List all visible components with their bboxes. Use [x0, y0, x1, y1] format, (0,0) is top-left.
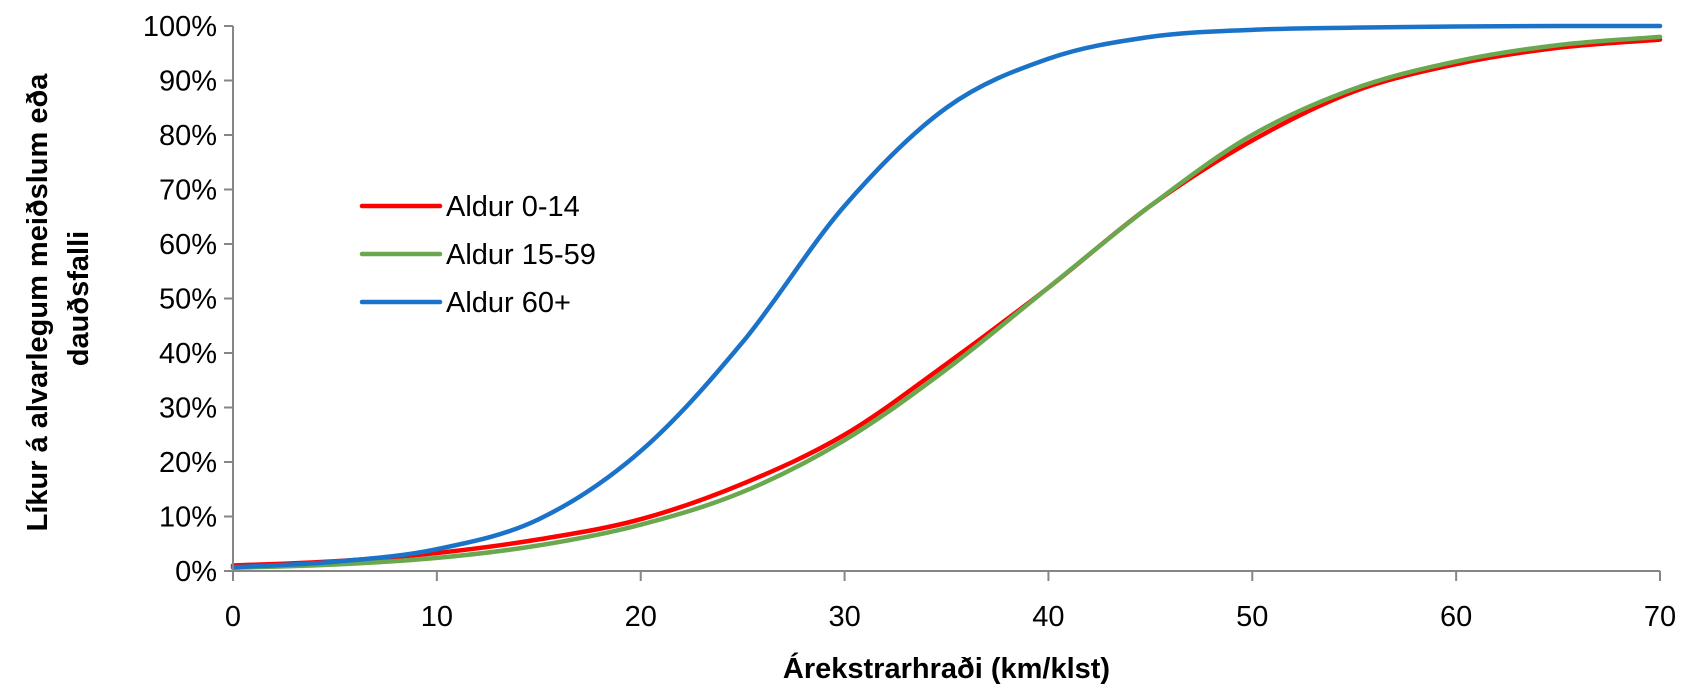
y-tick-label: 70% [159, 175, 217, 207]
y-axis-title-line-2: dauðsfalli [63, 231, 95, 366]
y-axis-title: Líkur á alvarlegum meiðslum eða dauðsfal… [22, 66, 95, 532]
x-tick-label: 20 [625, 601, 657, 633]
y-tick-label: 20% [159, 447, 217, 479]
x-tick-label: 0 [225, 601, 241, 633]
legend-label-3: Aldur 60+ [446, 287, 571, 319]
y-tick-label: 50% [159, 284, 217, 316]
x-tick-label: 30 [828, 601, 860, 633]
y-axis-title-line-1: Líkur á alvarlegum meiðslum eða [22, 73, 54, 532]
y-ticks: 0% 10% 20% 30% 40% 50% 60% 70% 80% 90% 100% [143, 11, 233, 588]
x-axis-title: Árekstrarhraði (km/klst) [783, 651, 1110, 685]
y-tick-label: 100% [143, 11, 217, 43]
x-tick-label: 40 [1032, 601, 1064, 633]
y-tick-label: 90% [159, 66, 217, 98]
legend-label-1: Aldur 0-14 [446, 191, 580, 223]
x-tick-label: 60 [1440, 601, 1472, 633]
y-tick-label: 30% [159, 393, 217, 425]
series-line-1 [230, 37, 1663, 568]
x-tick-label: 10 [421, 601, 453, 633]
y-tick-label: 60% [159, 229, 217, 261]
legend-label-2: Aldur 15-59 [446, 239, 596, 271]
x-tick-label: 70 [1644, 601, 1676, 633]
y-tick-label: 80% [159, 120, 217, 152]
x-tick-label: 50 [1236, 601, 1268, 633]
series-line-2 [230, 34, 1663, 570]
plot-lines [230, 23, 1663, 570]
x-ticks: 0 10 20 30 40 50 60 70 [225, 571, 1676, 633]
y-tick-label: 40% [159, 338, 217, 370]
legend: Aldur 0-14 Aldur 15-59 Aldur 60+ [359, 191, 596, 319]
series-line-3 [230, 23, 1663, 570]
y-tick-label: 10% [159, 502, 217, 534]
y-tick-label: 0% [175, 556, 217, 588]
